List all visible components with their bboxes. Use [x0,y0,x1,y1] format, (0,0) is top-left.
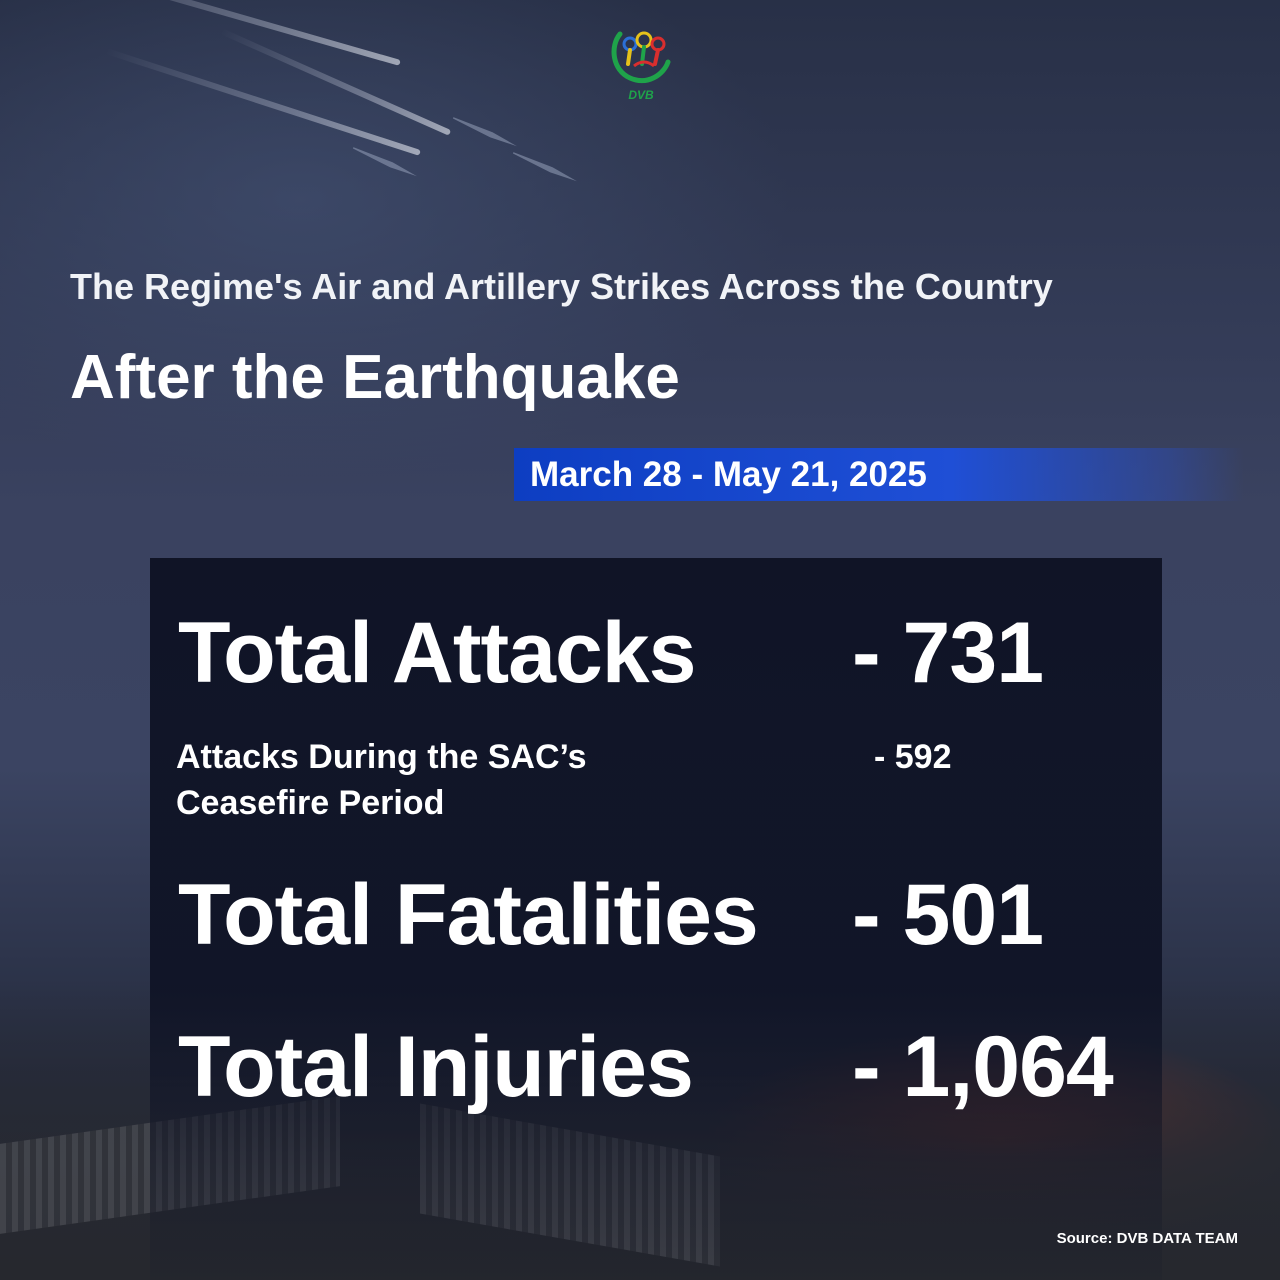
source-credit: Source: DVB DATA TEAM [1056,1230,1238,1247]
ceasefire-attacks-value: - 592 [874,738,952,776]
date-range: March 28 - May 21, 2025 [530,455,927,494]
total-injuries-value: - 1,064 [852,1019,1114,1115]
ceasefire-attacks-label-line1: Attacks During the SAC’s [176,738,587,776]
total-fatalities-label: Total Fatalities [178,867,759,963]
ceasefire-attacks-label-line2: Ceasefire Period [176,784,445,822]
date-range-bar: March 28 - May 21, 2025 [514,448,1244,501]
logo-text: DVB [628,88,654,102]
total-injuries-label: Total Injuries [178,1019,694,1115]
page-subtitle: The Regime's Air and Artillery Strikes A… [70,266,1053,307]
total-attacks-label: Total Attacks [178,605,696,701]
stats-panel [150,558,1162,1280]
total-attacks-value: - 731 [852,605,1044,701]
total-fatalities-value: - 501 [852,867,1044,963]
dvb-logo-icon [611,31,671,84]
dvb-logo: DVB [608,26,674,102]
page-title: After the Earthquake [70,343,680,412]
